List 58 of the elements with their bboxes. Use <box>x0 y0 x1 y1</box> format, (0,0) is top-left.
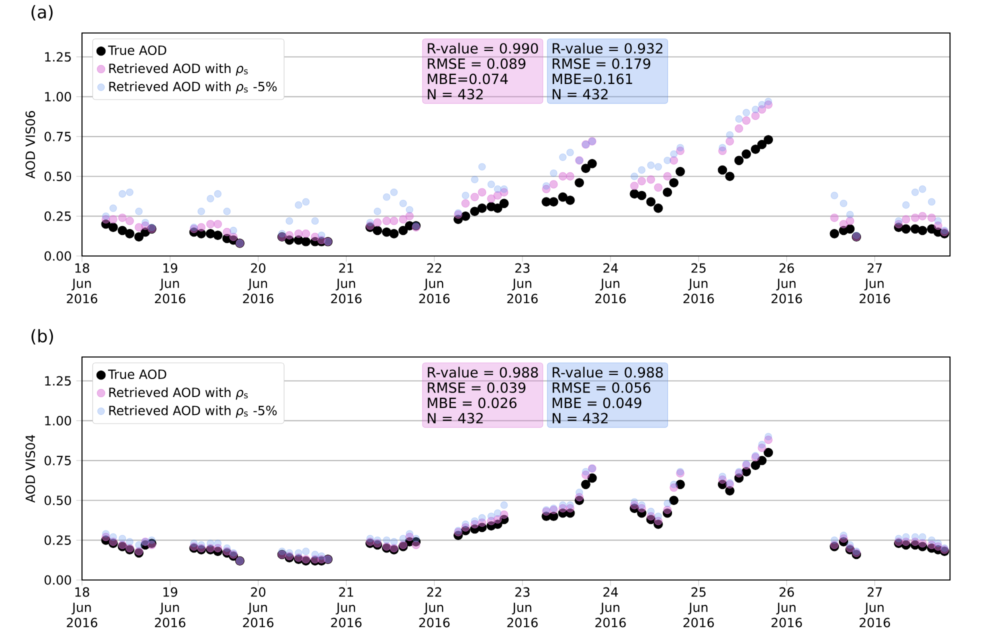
x-tick-label: 26 Jun 2016 <box>772 587 802 628</box>
y-axis-title: AOD VIS04 <box>26 434 36 503</box>
annotation: RMSE = 0.179 <box>552 58 650 69</box>
y-tick-label: 1.00 <box>45 416 72 426</box>
x-tick-label: 20 Jun 2016 <box>243 263 274 304</box>
annotation: R-value = 0.988 <box>552 366 663 378</box>
annotation: R-value = 0.988 <box>428 366 538 378</box>
annotation: N = 432 <box>428 88 483 100</box>
x-tick-label: 27 Jun 2016 <box>860 263 890 304</box>
annotation: MBE=0.074 <box>428 74 508 84</box>
x-tick-label: 25 Jun 2016 <box>683 587 714 628</box>
legend-label: Retrieved AOD with ρ$_{s}$ -5% <box>109 406 277 418</box>
x-tick-label: 19 Jun 2016 <box>154 587 186 628</box>
annotation: N = 432 <box>552 412 608 424</box>
annotation: MBE = 0.049 <box>552 398 642 408</box>
legend-label: Retrieved AOD with ρ$_{s}$ -5% <box>109 82 277 94</box>
y-tick-label: 0.75 <box>44 132 71 142</box>
y-tick-label: 0.75 <box>44 456 71 466</box>
x-tick-label: 21 Jun 2016 <box>331 587 362 628</box>
y-tick-label: 0.00 <box>44 251 72 261</box>
x-tick-label: 23 Jun 2016 <box>507 587 538 628</box>
x-tick-label: 18 Jun 2016 <box>66 587 98 628</box>
y-tick-label: 0.50 <box>44 496 72 506</box>
chart-title: (b) <box>32 329 53 345</box>
legend-label: Retrieved AOD with ρ$_{s}$ <box>109 387 248 400</box>
x-tick-label: 25 Jun 2016 <box>683 263 714 304</box>
legend-label: True AOD <box>108 45 166 56</box>
x-tick-label: 24 Jun 2016 <box>595 263 626 304</box>
annotation: RMSE = 0.089 <box>428 58 526 69</box>
y-tick-label: 0.25 <box>44 535 71 545</box>
x-tick-label: 23 Jun 2016 <box>507 263 538 304</box>
x-tick-label: 19 Jun 2016 <box>154 263 186 304</box>
y-tick-label: 1.00 <box>45 92 72 102</box>
x-tick-label: 21 Jun 2016 <box>331 263 362 304</box>
x-tick-label: 22 Jun 2016 <box>419 587 450 628</box>
x-tick-label: 24 Jun 2016 <box>595 587 626 628</box>
annotation: RMSE = 0.056 <box>552 382 650 393</box>
x-tick-label: 26 Jun 2016 <box>772 263 802 304</box>
x-tick-label: 20 Jun 2016 <box>243 587 274 628</box>
x-tick-label: 22 Jun 2016 <box>419 263 450 304</box>
x-tick-label: 27 Jun 2016 <box>860 587 890 628</box>
annotation: N = 432 <box>552 88 608 100</box>
chart-title: (a) <box>32 5 53 21</box>
y-tick-label: 1.25 <box>45 376 71 386</box>
y-tick-label: 0.00 <box>44 575 72 585</box>
y-axis-title: AOD VIS06 <box>26 111 36 179</box>
annotation: R-value = 0.990 <box>428 42 538 54</box>
annotation: MBE = 0.026 <box>428 398 517 408</box>
annotation: N = 432 <box>428 412 483 424</box>
annotation: RMSE = 0.039 <box>428 382 526 393</box>
y-tick-label: 1.25 <box>45 52 71 62</box>
x-tick-label: 18 Jun 2016 <box>66 263 98 304</box>
y-tick-label: 0.50 <box>44 172 72 182</box>
legend-label: True AOD <box>108 369 166 380</box>
y-tick-label: 0.25 <box>44 211 71 221</box>
annotation: R-value = 0.932 <box>552 42 662 54</box>
annotation: MBE=0.161 <box>552 74 632 84</box>
legend-label: Retrieved AOD with ρ$_{s}$ <box>109 63 248 76</box>
